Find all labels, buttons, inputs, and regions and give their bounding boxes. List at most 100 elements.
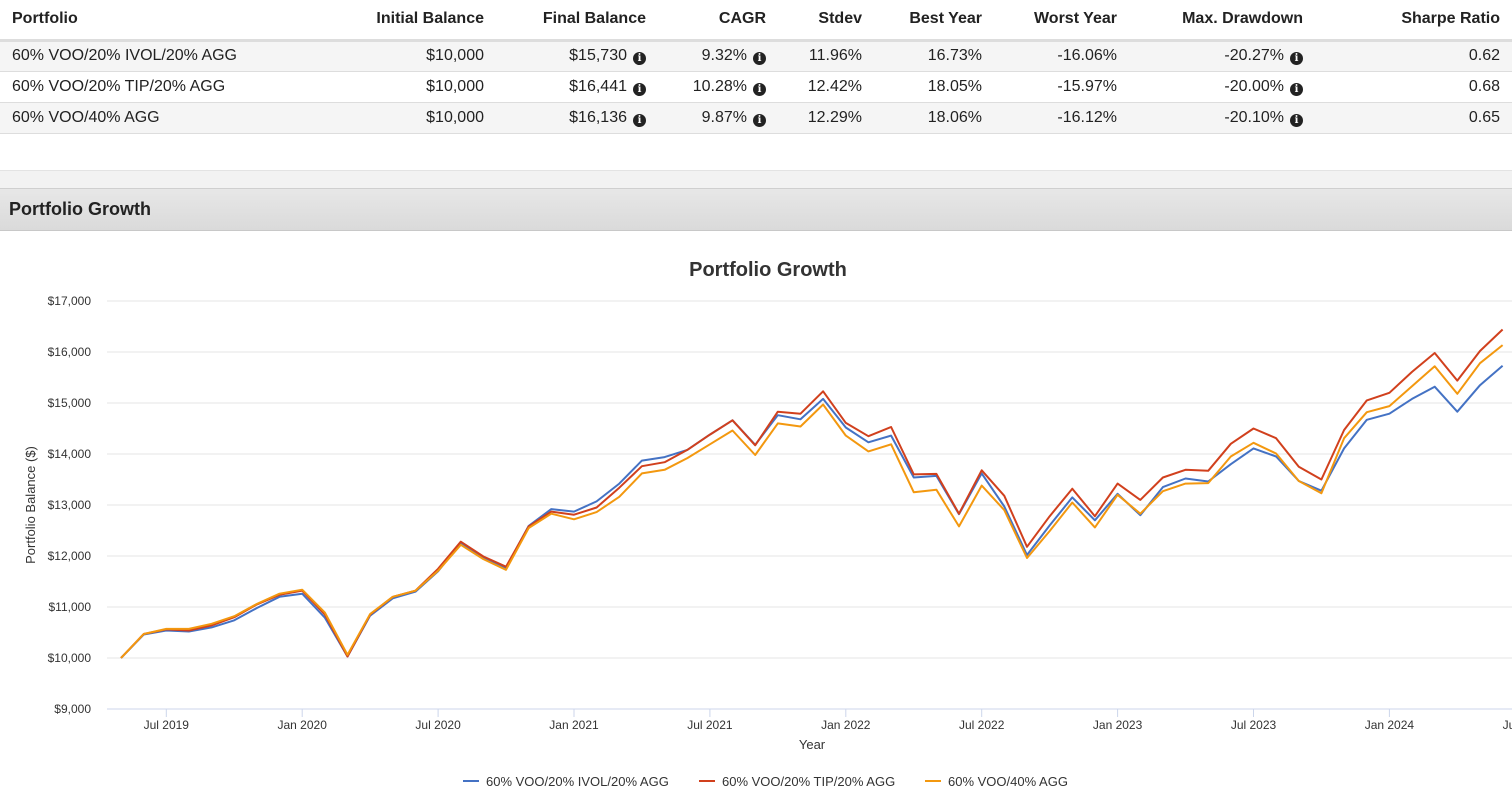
info-icon[interactable]: i xyxy=(753,113,766,127)
info-icon[interactable]: i xyxy=(633,82,646,96)
max-drawdown-value: -20.10% xyxy=(1224,108,1284,126)
x-axis-title: Year xyxy=(799,737,826,752)
header-cagr[interactable]: CAGR xyxy=(658,0,778,42)
chart-series xyxy=(120,328,1504,659)
x-tick-label: Jul 2024 xyxy=(1503,718,1512,732)
y-tick-label: $11,000 xyxy=(49,600,92,614)
portfolio-summary-table-wrapper: Portfolio Initial Balance Final Balance … xyxy=(0,0,1512,134)
cell-sharpe-ratio: 0.65 xyxy=(1315,102,1512,134)
info-icon[interactable]: i xyxy=(633,52,646,65)
cell-best-year: 18.06% xyxy=(874,102,994,134)
y-tick-label: $17,000 xyxy=(48,294,92,308)
cell-max-drawdown: -20.27% i xyxy=(1129,40,1315,72)
header-worst-year[interactable]: Worst Year xyxy=(994,0,1129,42)
y-tick-label: $13,000 xyxy=(48,498,92,512)
chart-title: Portfolio Growth xyxy=(689,259,847,281)
cell-final-balance: $15,730 i xyxy=(496,40,658,72)
x-tick-label: Jul 2020 xyxy=(415,718,461,732)
header-best-year[interactable]: Best Year xyxy=(874,0,994,42)
header-stdev[interactable]: Stdev xyxy=(778,0,874,42)
section-separator xyxy=(0,170,1512,188)
x-tick-label: Jul 2023 xyxy=(1231,718,1277,732)
cell-sharpe-ratio: 0.68 xyxy=(1315,71,1512,103)
legend-item-3[interactable]: 60% VOO/40% AGG xyxy=(925,774,1068,789)
chart-legend: 60% VOO/20% IVOL/20% AGG 60% VOO/20% TIP/… xyxy=(463,774,1068,789)
cell-worst-year: -16.12% xyxy=(994,102,1129,134)
cagr-value: 9.87% xyxy=(701,108,747,126)
cell-cagr: 10.28% i xyxy=(658,71,778,103)
series-line-2[interactable] xyxy=(120,328,1504,659)
legend-label: 60% VOO/20% TIP/20% AGG xyxy=(722,774,895,789)
cell-best-year: 16.73% xyxy=(874,40,994,72)
x-tick-label: Jan 2022 xyxy=(821,718,871,732)
info-icon[interactable]: i xyxy=(1290,113,1303,127)
cell-portfolio: 60% VOO/20% TIP/20% AGG xyxy=(0,71,266,103)
cell-worst-year: -16.06% xyxy=(994,40,1129,72)
cell-best-year: 18.05% xyxy=(874,71,994,103)
cell-worst-year: -15.97% xyxy=(994,71,1129,103)
info-icon[interactable]: i xyxy=(1290,82,1303,96)
table-row: 60% VOO/20% TIP/20% AGG $10,000 $16,441 i… xyxy=(0,71,1512,103)
info-icon[interactable]: i xyxy=(753,82,766,96)
table-row: 60% VOO/20% IVOL/20% AGG $10,000 $15,730… xyxy=(0,40,1512,72)
chart-y-axis: $9,000 $10,000 $11,000 $12,000 $13,000 $14,00… xyxy=(48,294,92,716)
y-tick-label: $12,000 xyxy=(48,549,92,563)
y-tick-label: $10,000 xyxy=(48,651,92,665)
legend-label: 60% VOO/40% AGG xyxy=(948,774,1068,789)
cell-stdev: 11.96% xyxy=(778,40,874,72)
cell-stdev: 12.29% xyxy=(778,102,874,134)
legend-label: 60% VOO/20% IVOL/20% AGG xyxy=(486,774,669,789)
y-tick-label: $14,000 xyxy=(48,447,92,461)
cell-initial-balance: $10,000 xyxy=(266,102,496,134)
cell-cagr: 9.87% i xyxy=(658,102,778,134)
x-tick-label: Jul 2022 xyxy=(959,718,1005,732)
legend-item-1[interactable]: 60% VOO/20% IVOL/20% AGG xyxy=(463,774,669,789)
cell-max-drawdown: -20.00% i xyxy=(1129,71,1315,103)
cell-portfolio: 60% VOO/40% AGG xyxy=(0,102,266,134)
header-max-drawdown[interactable]: Max. Drawdown xyxy=(1129,0,1315,42)
max-drawdown-value: -20.27% xyxy=(1224,47,1284,64)
cell-cagr: 9.32% i xyxy=(658,40,778,72)
cell-max-drawdown: -20.10% i xyxy=(1129,102,1315,134)
header-initial-balance[interactable]: Initial Balance xyxy=(266,0,496,42)
x-tick-label: Jan 2021 xyxy=(549,718,599,732)
x-tick-label: Jan 2023 xyxy=(1093,718,1143,732)
section-header-portfolio-growth[interactable]: Portfolio Growth xyxy=(0,188,1512,231)
y-tick-label: $16,000 xyxy=(48,345,92,359)
cell-initial-balance: $10,000 xyxy=(266,71,496,103)
cell-sharpe-ratio: 0.62 xyxy=(1315,40,1512,72)
series-line-1[interactable] xyxy=(120,365,1504,659)
cagr-value: 10.28% xyxy=(692,77,747,95)
final-balance-value: $16,441 xyxy=(569,77,627,95)
header-portfolio[interactable]: Portfolio xyxy=(0,0,266,42)
final-balance-value: $16,136 xyxy=(569,108,627,126)
cagr-value: 9.32% xyxy=(701,47,747,64)
x-tick-label: Jan 2024 xyxy=(1365,718,1415,732)
info-icon[interactable]: i xyxy=(753,52,766,65)
final-balance-value: $15,730 xyxy=(569,47,627,64)
cell-final-balance: $16,441 i xyxy=(496,71,658,103)
chart-x-axis: Jul 2019 Jan 2020 Jul 2020 Jan 2021 Jul 2021… xyxy=(144,709,1512,732)
portfolio-summary-table: Portfolio Initial Balance Final Balance … xyxy=(0,0,1512,134)
series-line-3[interactable] xyxy=(120,344,1504,659)
header-final-balance[interactable]: Final Balance xyxy=(496,0,658,42)
info-icon[interactable]: i xyxy=(633,113,646,127)
table-row: 60% VOO/40% AGG $10,000 $16,136 i 9.87% i … xyxy=(0,102,1512,134)
y-axis-title: Portfolio Balance ($) xyxy=(23,446,38,564)
x-tick-label: Jan 2020 xyxy=(278,718,328,732)
chart-gridlines xyxy=(107,300,1512,710)
cell-stdev: 12.42% xyxy=(778,71,874,103)
max-drawdown-value: -20.00% xyxy=(1224,77,1284,95)
cell-initial-balance: $10,000 xyxy=(266,40,496,72)
table-header-row: Portfolio Initial Balance Final Balance … xyxy=(0,0,1512,42)
y-tick-label: $15,000 xyxy=(48,396,92,410)
cell-portfolio: 60% VOO/20% IVOL/20% AGG xyxy=(0,40,266,72)
cell-final-balance: $16,136 i xyxy=(496,102,658,134)
y-tick-label: $9,000 xyxy=(54,702,91,716)
portfolio-growth-chart: Portfolio Growth $9,000 $10,000 $11,000 $12… xyxy=(23,259,1512,789)
x-tick-label: Jul 2021 xyxy=(687,718,733,732)
x-tick-label: Jul 2019 xyxy=(144,718,190,732)
header-sharpe-ratio[interactable]: Sharpe Ratio xyxy=(1315,0,1512,42)
info-icon[interactable]: i xyxy=(1290,52,1303,65)
legend-item-2[interactable]: 60% VOO/20% TIP/20% AGG xyxy=(699,774,895,789)
